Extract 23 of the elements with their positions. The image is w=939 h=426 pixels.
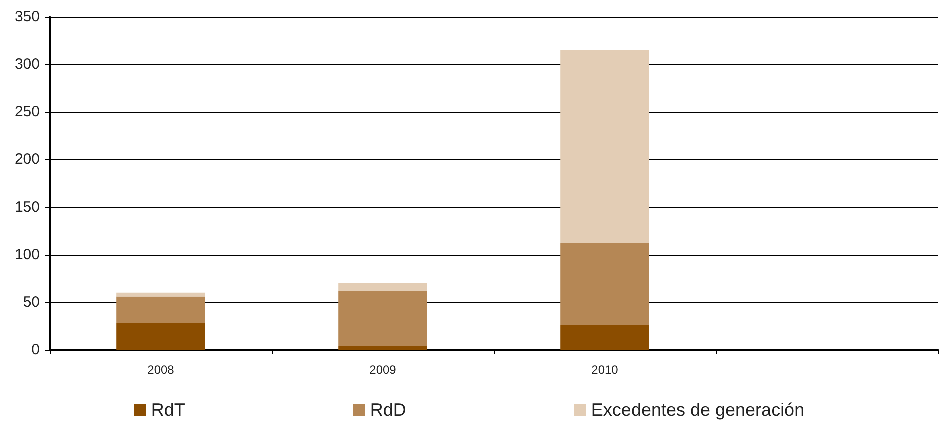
y-tick-label: 250 bbox=[14, 104, 40, 121]
bar bbox=[116, 296, 206, 324]
bar bbox=[116, 323, 206, 350]
legend-label: RdD bbox=[370, 400, 406, 420]
x-tick-label: 2010 bbox=[592, 363, 619, 377]
x-tick-label: 2008 bbox=[148, 363, 175, 377]
bar bbox=[338, 283, 428, 292]
y-tick-label: 100 bbox=[14, 246, 40, 264]
bar bbox=[560, 325, 650, 350]
bar bbox=[338, 346, 428, 350]
bar bbox=[560, 50, 650, 244]
y-tick-label: 300 bbox=[14, 56, 40, 74]
legend-label: RdT bbox=[151, 400, 186, 420]
y-tick-label: 150 bbox=[14, 198, 40, 216]
bar bbox=[338, 291, 428, 346]
x-tick-label: 2009 bbox=[370, 363, 397, 377]
y-tick-label: 200 bbox=[14, 151, 40, 168]
y-tick-label: 0 bbox=[32, 342, 40, 358]
y-tick-label: 350 bbox=[14, 8, 40, 26]
bar bbox=[560, 243, 650, 326]
y-tick-label: 50 bbox=[23, 294, 40, 311]
bar bbox=[116, 292, 206, 297]
legend-label: Excedentes de generación bbox=[591, 400, 805, 420]
